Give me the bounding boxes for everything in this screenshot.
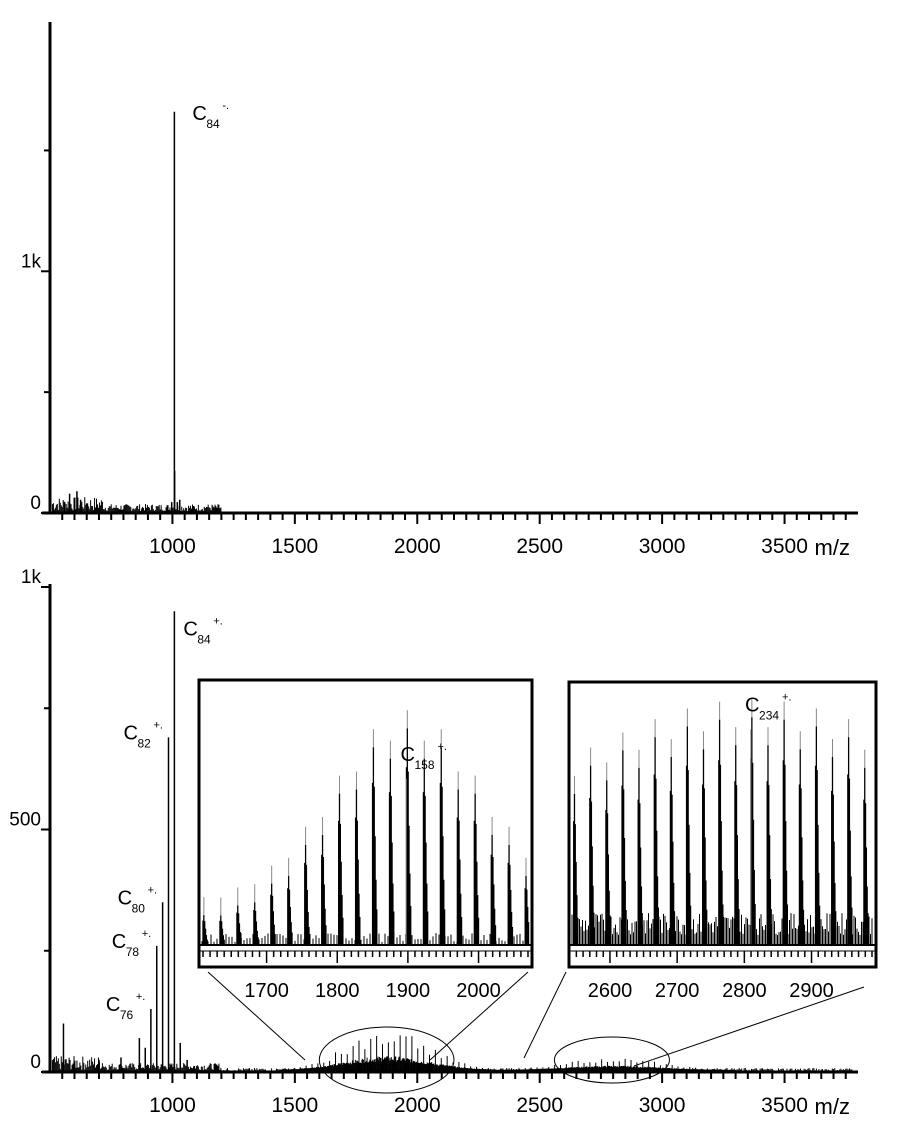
peak-annotation-3: C 78+. [112,928,151,959]
inset-frame [197,678,534,969]
ion-label-main: C [400,744,414,766]
inset-x-tick-label: 2600 [588,980,633,1002]
inset-x-tick-label: 2700 [655,980,700,1002]
ion-label-main: C [106,994,120,1016]
x-ticks [61,1072,847,1083]
ion-label-subscript: 234 [759,709,779,723]
ion-label-subscript: 78 [126,945,140,959]
x-tick-label: 1500 [271,535,318,558]
inset-peak-annotation: C 158+. [400,741,446,772]
ion-label-main: C [745,695,759,717]
connector-line [523,971,567,1059]
baseline-noise [51,1035,853,1072]
ion-label-main: C [118,887,132,909]
peak-annotation-4: C 76+. [106,991,145,1022]
ion-label-charge: -. [222,100,229,112]
ion-label-charge: +. [136,991,145,1003]
inset-x-tick-label: 1700 [244,980,289,1002]
x-tick-label: 2000 [394,535,441,558]
ion-label-subscript: 82 [138,736,152,750]
ion-label-main: C [124,722,138,744]
peak-annotation-1: C 82+. [124,719,163,750]
baseline-noise [51,497,222,513]
peak-annotation-0: C 84+. [183,615,222,646]
x-tick-label: 3000 [639,1094,686,1117]
x-tick-label: 2000 [394,1094,441,1117]
y-tick-label: 500 [9,810,41,831]
ion-label-subscript: 76 [120,1008,134,1022]
inset-spectrum [201,710,530,945]
connector-line [633,986,865,1067]
inset-x-ticks [202,951,529,963]
x-tick-label: 1000 [149,1094,196,1117]
inset-panel-1: 1700 1800 1900 2000 C 158+. [197,678,534,1002]
y-tick-label: 1k [21,567,42,588]
top-spectrum-panel: 1000 1500 2000 2500 3000 3500 m/z 0 1k C 84-. [21,22,858,560]
highlight-ellipse-1 [553,1036,670,1084]
inset-panel-2: 2600 2700 2800 2900 C 234+. [567,680,878,1002]
x-tick-label: 3000 [639,535,686,558]
x-axis-title: m/z [815,535,850,560]
connector-line [207,971,306,1061]
inset-x-tick-label: 2000 [456,980,501,1002]
ion-label-main: C [112,931,126,953]
ion-label-subscript: 84 [197,632,211,646]
ion-label-charge: +. [437,741,446,753]
highlight-ellipse-0 [318,1026,455,1094]
x-axis-title: m/z [815,1094,850,1119]
ion-label-main: C [183,618,197,640]
inset-peak-annotation: C 234+. [745,692,791,723]
x-tick-label: 2500 [516,1094,563,1117]
peak-annotation-2: C 80+. [118,884,157,915]
ion-label-main: C [192,103,206,125]
ion-label-charge: +. [782,692,791,704]
x-tick-label: 1500 [271,1094,318,1117]
x-tick-label: 3500 [761,535,808,558]
y-tick-label: 0 [30,493,41,514]
ion-label-charge: +. [154,719,163,731]
inset-x-tick-label: 1800 [315,980,360,1002]
inset-x-tick-label: 2900 [789,980,834,1002]
zoom-connectors [207,971,865,1067]
y-tick-label: 1k [21,251,42,272]
y-tick-label: 0 [30,1052,41,1073]
x-tick-label: 2500 [516,535,563,558]
connector-line [429,971,529,1061]
inset-spectrum [571,699,873,945]
ion-label-charge: +. [213,615,222,627]
ion-label-subscript: 80 [132,901,146,915]
inset-x-tick-label: 1900 [386,980,431,1002]
inset-x-ticks [575,951,873,963]
x-ticks [61,513,847,524]
ion-label-subscript: 84 [206,117,220,131]
ion-label-charge: +. [142,928,151,940]
ion-label-charge: +. [148,884,157,896]
x-tick-label: 1000 [149,535,196,558]
ion-label-subscript: 158 [414,758,434,772]
peak-annotation-0: C 84-. [192,100,229,131]
x-tick-label: 3500 [761,1094,808,1117]
inset-x-tick-label: 2800 [722,980,767,1002]
